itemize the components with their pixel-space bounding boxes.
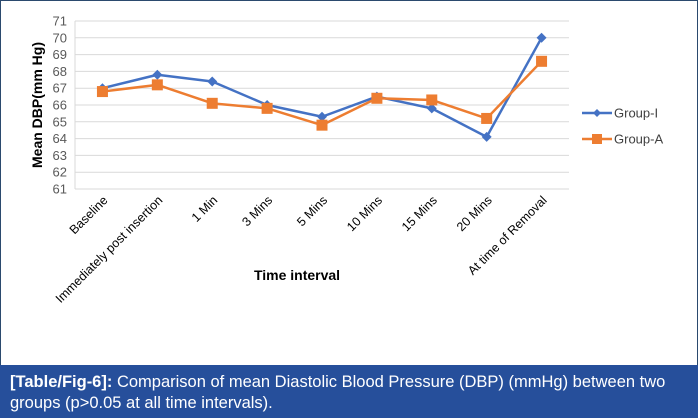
data-point-group-a xyxy=(206,97,218,109)
series-markers xyxy=(96,32,548,142)
legend-item: Group-A xyxy=(582,132,663,147)
data-point-group-a xyxy=(96,86,108,98)
x-tick-label: 3 Mins xyxy=(239,193,275,229)
figure-frame: 61 62 63 64 65 66 67 68 69 70 71 Baseline Immediate… xyxy=(0,0,698,365)
x-tick-label: 5 Mins xyxy=(294,193,330,229)
y-tick-label: 66 xyxy=(53,98,67,113)
data-point-group-a xyxy=(316,119,328,131)
y-axis-title: Mean DBP(mm Hg) xyxy=(29,42,45,168)
data-point-group-a xyxy=(261,102,273,114)
y-tick-label: 68 xyxy=(53,64,67,79)
x-tick-label: 1 Min xyxy=(189,193,221,225)
x-tick-label: 10 Mins xyxy=(344,193,385,234)
y-tick-label: 65 xyxy=(53,114,67,129)
x-tick-label: Baseline xyxy=(67,193,111,237)
data-point-group-i xyxy=(152,69,163,80)
y-tick-label: 70 xyxy=(53,30,67,45)
y-tick-label: 62 xyxy=(53,165,67,180)
data-point-group-a xyxy=(371,92,383,104)
data-point-group-i xyxy=(317,111,327,122)
data-point-group-a xyxy=(536,55,548,67)
y-tick-label: 61 xyxy=(53,182,67,197)
y-tick-label: 67 xyxy=(53,81,67,96)
x-tick-label: 20 Mins xyxy=(454,193,495,234)
legend: Group-I Group-A xyxy=(582,106,663,147)
data-point-group-i xyxy=(481,131,492,142)
data-point-group-i xyxy=(536,32,547,43)
data-point-group-a xyxy=(151,79,163,91)
legend-item: Group-I xyxy=(582,106,658,121)
data-point-group-i xyxy=(426,103,437,114)
y-tick-label: 64 xyxy=(53,131,67,146)
caption-text: Comparison of mean Diastolic Blood Press… xyxy=(10,373,666,412)
figure-caption: [Table/Fig-6]: Comparison of mean Diasto… xyxy=(0,365,698,418)
data-point-group-a xyxy=(481,112,493,124)
legend-label: Group-A xyxy=(614,132,663,147)
data-point-group-a xyxy=(426,94,438,106)
legend-marker-diamond xyxy=(593,109,601,117)
y-tick-label: 71 xyxy=(53,14,67,29)
legend-label: Group-I xyxy=(614,106,658,121)
caption-label: [Table/Fig-6]: xyxy=(10,373,113,391)
legend-marker-square xyxy=(592,134,602,144)
y-tick-label: 63 xyxy=(53,148,67,163)
data-point-group-i xyxy=(207,76,218,87)
gridlines xyxy=(74,20,569,190)
x-axis-title: Time interval xyxy=(254,267,340,283)
x-tick-label: Immediately post insertion xyxy=(53,193,166,306)
y-tick-label: 69 xyxy=(53,47,67,62)
x-tick-label: 15 Mins xyxy=(399,193,440,234)
